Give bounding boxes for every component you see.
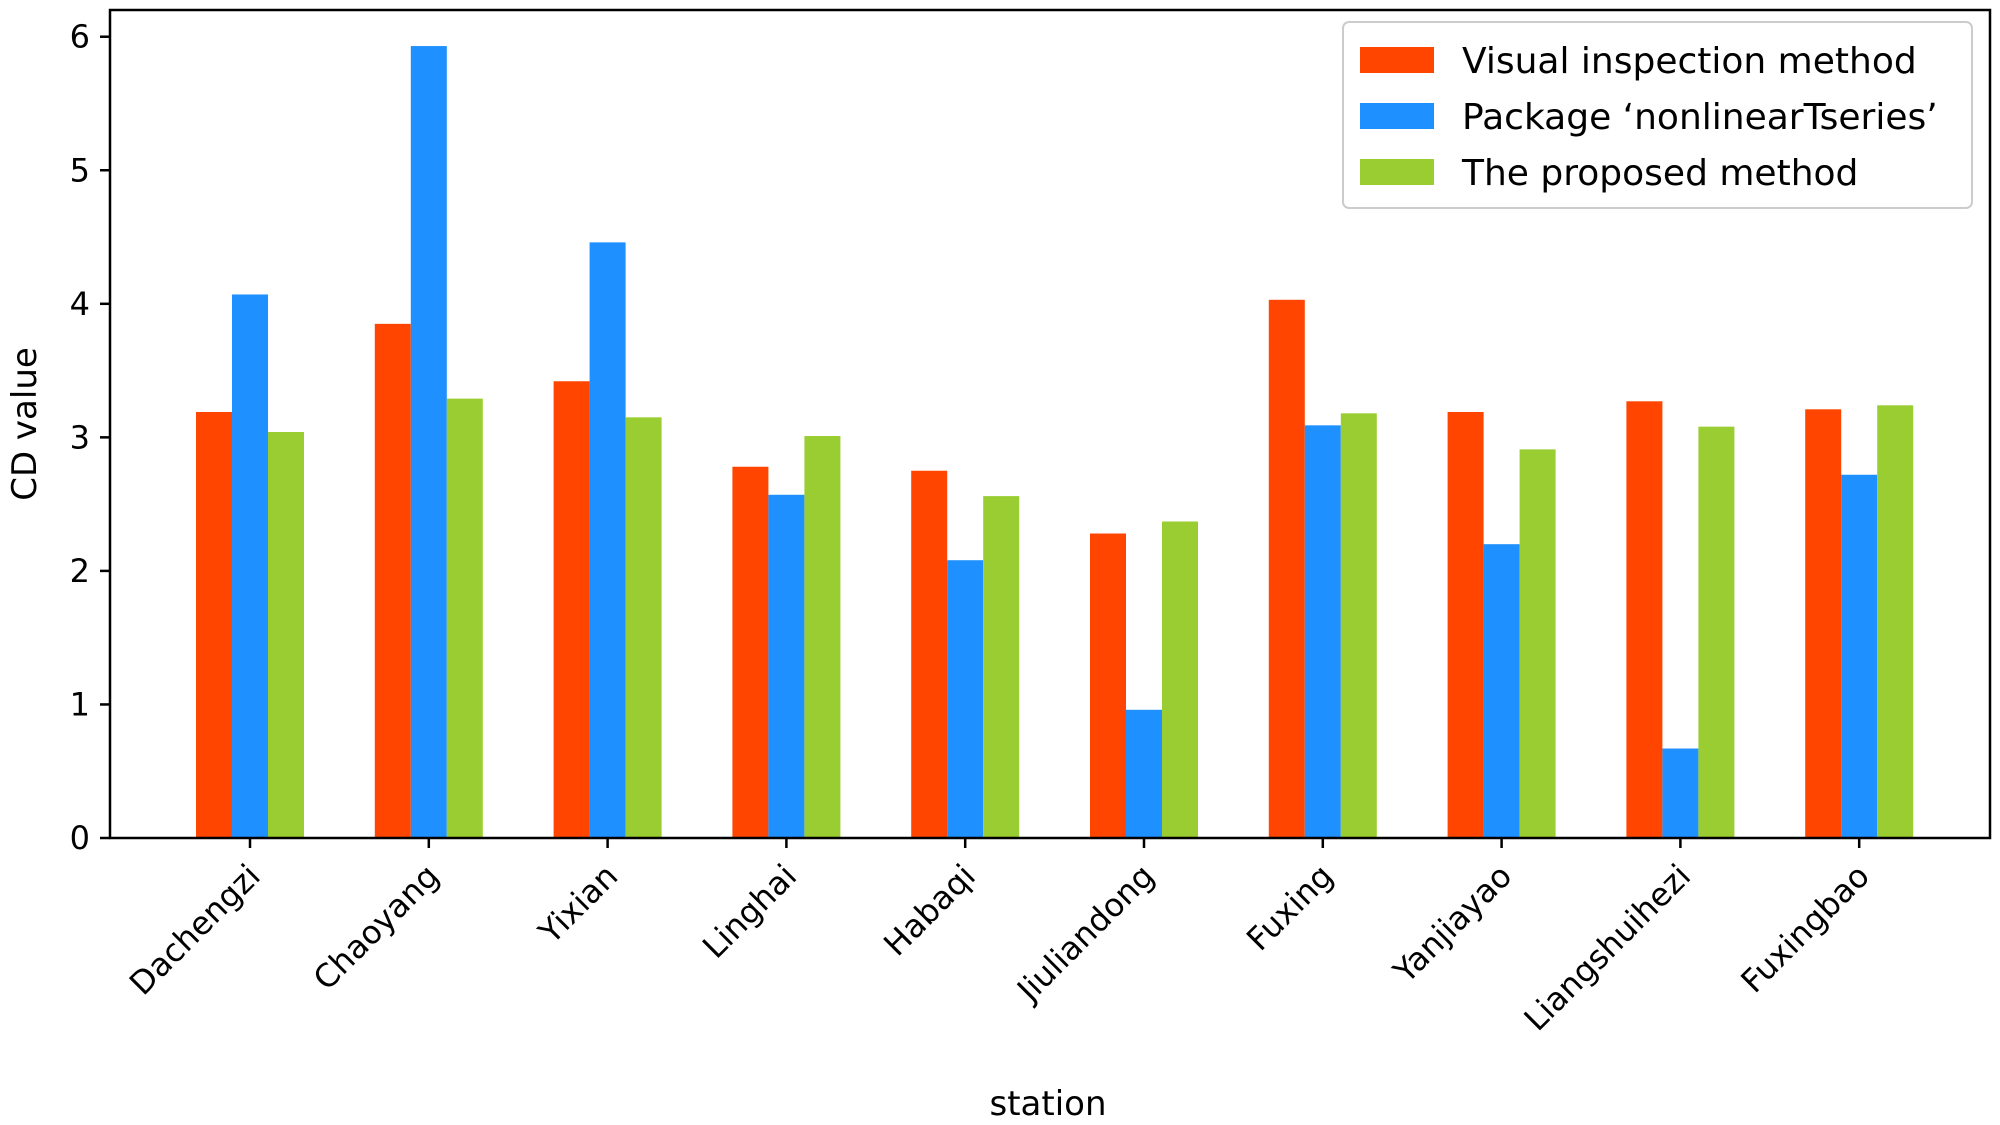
- bar-jiuliandong-series-3: [1162, 521, 1198, 838]
- x-tick-label-chaoyang: Chaoyang: [306, 857, 447, 998]
- plot-frame: [108, 8, 1992, 840]
- bar-fuxingbao-series-2: [1841, 474, 1878, 838]
- bar-yixian-series-3: [625, 417, 662, 838]
- x-tick-label-fuxing: Fuxing: [1239, 857, 1340, 958]
- bar-dachengzi-series-3: [268, 432, 304, 838]
- bar-yanjiayao-series-1: [1447, 411, 1484, 838]
- bar-linghai-series-3: [804, 436, 841, 838]
- bar-yixian-series-1: [553, 381, 590, 838]
- bar-chaoyang-series-3: [446, 398, 483, 838]
- bar-habaqi-series-1: [911, 470, 948, 838]
- legend-swatch-proposed-method: [1360, 159, 1434, 185]
- y-tick-label: 4: [70, 285, 90, 323]
- bar-fuxingbao-series-1: [1805, 409, 1842, 838]
- y-tick-label: 0: [70, 819, 90, 857]
- legend-label-proposed-method: The proposed method: [1461, 153, 1858, 194]
- x-tick-label-jiuliandong: Jiuliandong: [1008, 857, 1161, 1010]
- bar-liangshuihezi-series-3: [1698, 426, 1735, 838]
- legend-label-visual-inspection: Visual inspection method: [1462, 41, 1917, 82]
- x-tick-label-dachengzi: Dachengzi: [122, 857, 268, 1003]
- y-tick-label: 2: [70, 552, 90, 590]
- x-tick-label-liangshuihezi: Liangshuihezi: [1517, 857, 1699, 1039]
- legend-entry: The proposed method: [1360, 153, 1858, 194]
- x-tick-label-fuxingbao: Fuxingbao: [1733, 857, 1876, 1000]
- y-tick-label: 3: [70, 418, 90, 456]
- bar-dachengzi-series-2: [232, 294, 268, 839]
- x-tick-label-yanjiayao: Yanjiayao: [1385, 857, 1519, 991]
- y-tick-label: 6: [70, 18, 90, 56]
- legend-entry: Package ‘nonlinearTseries’: [1360, 97, 1938, 138]
- bar-dachengzi-series-1: [196, 411, 232, 838]
- x-axis-title: station: [989, 1084, 1106, 1124]
- bar-fuxing-series-2: [1304, 425, 1341, 838]
- bar-fuxingbao-series-3: [1877, 405, 1914, 838]
- bar-chaoyang-series-2: [410, 46, 447, 839]
- bar-habaqi-series-3: [983, 496, 1020, 838]
- bar-chaoyang-series-1: [374, 323, 411, 839]
- legend-swatch-visual-inspection: [1360, 47, 1434, 73]
- bar-jiuliandong-series-2: [1126, 709, 1162, 838]
- bars-layer: [196, 46, 1914, 839]
- bar-liangshuihezi-series-1: [1626, 401, 1663, 838]
- bar-fuxing-series-3: [1340, 413, 1377, 838]
- legend-swatch-nonlineartseries: [1360, 103, 1434, 129]
- y-tick-label: 1: [70, 685, 90, 723]
- legend: Visual inspection method Package ‘nonlin…: [1342, 21, 1973, 209]
- bar-yanjiayao-series-2: [1483, 544, 1520, 838]
- legend-label-nonlineartseries: Package ‘nonlinearTseries’: [1462, 97, 1938, 138]
- x-tick-label-yixian: Yixian: [530, 857, 625, 952]
- x-tick-label-habaqi: Habaqi: [876, 857, 983, 964]
- bar-yixian-series-2: [589, 242, 626, 838]
- bar-jiuliandong-series-1: [1090, 533, 1126, 838]
- bar-liangshuihezi-series-2: [1662, 748, 1699, 838]
- y-tick-label: 5: [70, 151, 90, 189]
- bar-fuxing-series-1: [1268, 299, 1305, 838]
- bar-yanjiayao-series-3: [1519, 449, 1556, 838]
- bar-habaqi-series-2: [947, 560, 984, 838]
- legend-box: [1342, 21, 1973, 209]
- legend-entry: Visual inspection method: [1360, 41, 1917, 82]
- y-axis-title: CD value: [5, 347, 45, 501]
- bar-linghai-series-1: [732, 466, 769, 838]
- bar-linghai-series-2: [768, 494, 805, 838]
- x-tick-label-linghai: Linghai: [695, 857, 804, 966]
